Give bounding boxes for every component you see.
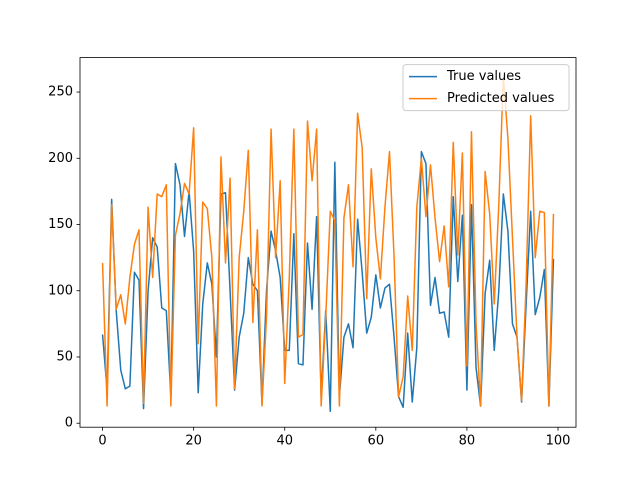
series-line — [101, 150, 555, 413]
legend-box — [402, 64, 570, 112]
y-tick-label: 0 — [65, 416, 73, 431]
x-tick-label: 80 — [459, 434, 476, 449]
x-tick-label: 100 — [546, 434, 571, 449]
x-tick-label: 40 — [276, 434, 293, 449]
y-tick-label: 200 — [48, 151, 73, 166]
legend-label: Predicted values — [447, 91, 555, 106]
y-tick-label: 100 — [48, 283, 73, 298]
series-line — [101, 75, 555, 407]
x-tick-label: 0 — [98, 434, 106, 449]
x-tick-label: 60 — [368, 434, 385, 449]
y-tick-label: 150 — [48, 217, 73, 232]
y-tick-label: 250 — [48, 85, 73, 100]
y-tick-label: 50 — [56, 349, 73, 364]
legend-label: True values — [446, 69, 521, 84]
axes-frame — [79, 57, 577, 428]
x-tick-label: 20 — [185, 434, 202, 449]
